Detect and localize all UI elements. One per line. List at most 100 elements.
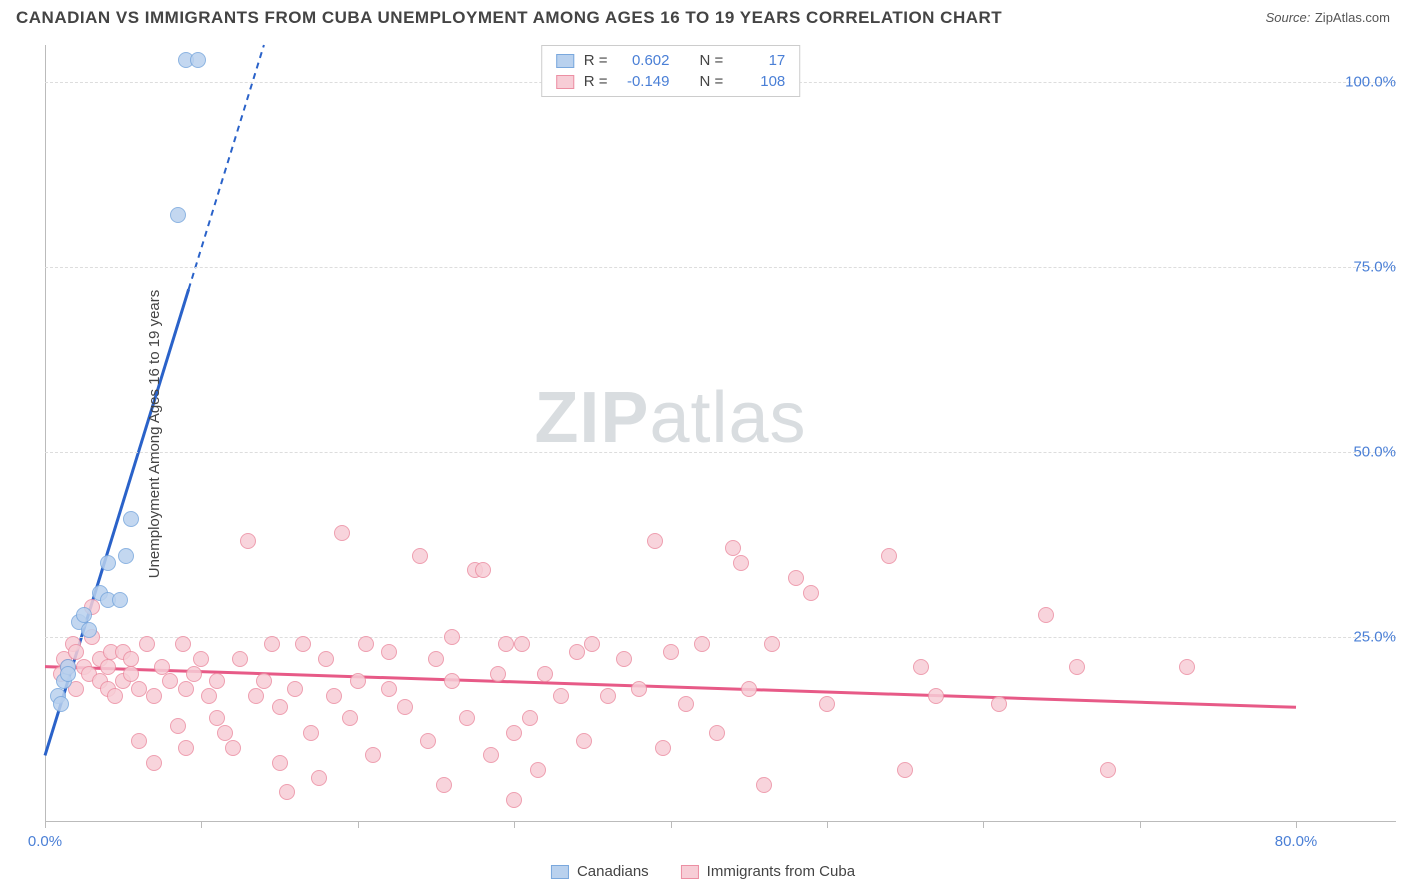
data-point: [647, 533, 663, 549]
data-point: [428, 651, 444, 667]
data-point: [112, 592, 128, 608]
data-point: [170, 207, 186, 223]
chart-title: CANADIAN VS IMMIGRANTS FROM CUBA UNEMPLO…: [16, 8, 1002, 28]
data-point: [756, 777, 772, 793]
data-point: [53, 696, 69, 712]
data-point: [576, 733, 592, 749]
bottom-legend: CanadiansImmigrants from Cuba: [551, 863, 855, 880]
data-point: [175, 636, 191, 652]
data-point: [631, 681, 647, 697]
data-point: [190, 52, 206, 68]
plot-area: 25.0%50.0%75.0%100.0%0.0%80.0%: [45, 45, 1296, 822]
data-point: [397, 699, 413, 715]
data-point: [100, 659, 116, 675]
data-point: [803, 585, 819, 601]
data-point: [600, 688, 616, 704]
data-point: [131, 733, 147, 749]
chart-area: ZIPatlas 25.0%50.0%75.0%100.0%0.0%80.0% …: [45, 45, 1296, 822]
legend-n-value: 17: [733, 52, 785, 69]
data-point: [522, 710, 538, 726]
data-point: [741, 681, 757, 697]
x-tick-label: 80.0%: [1275, 833, 1318, 850]
data-point: [1100, 762, 1116, 778]
data-point: [209, 673, 225, 689]
data-point: [60, 666, 76, 682]
data-point: [928, 688, 944, 704]
data-point: [475, 562, 491, 578]
data-point: [303, 725, 319, 741]
data-point: [225, 740, 241, 756]
data-point: [365, 747, 381, 763]
bottom-legend-item: Immigrants from Cuba: [681, 863, 855, 880]
data-point: [663, 644, 679, 660]
gridline: [45, 267, 1396, 268]
x-tick: [201, 822, 202, 828]
data-point: [123, 651, 139, 667]
data-point: [733, 555, 749, 571]
y-tick-label: 100.0%: [1306, 74, 1396, 91]
x-tick-label: 0.0%: [28, 833, 62, 850]
x-tick: [358, 822, 359, 828]
data-point: [178, 681, 194, 697]
data-point: [506, 725, 522, 741]
data-point: [358, 636, 374, 652]
data-point: [240, 533, 256, 549]
data-point: [616, 651, 632, 667]
data-point: [201, 688, 217, 704]
source-attribution: Source: ZipAtlas.com: [1266, 9, 1390, 27]
data-point: [178, 740, 194, 756]
source-label: Source:: [1266, 10, 1311, 25]
data-point: [170, 718, 186, 734]
y-tick-label: 25.0%: [1306, 629, 1396, 646]
data-point: [295, 636, 311, 652]
data-point: [100, 555, 116, 571]
data-point: [709, 725, 725, 741]
data-point: [788, 570, 804, 586]
data-point: [209, 710, 225, 726]
data-point: [248, 688, 264, 704]
x-tick: [983, 822, 984, 828]
data-point: [81, 622, 97, 638]
data-point: [123, 511, 139, 527]
x-tick: [1296, 822, 1297, 828]
data-point: [514, 636, 530, 652]
data-point: [381, 644, 397, 660]
x-tick: [45, 822, 46, 828]
data-point: [553, 688, 569, 704]
legend-swatch: [556, 54, 574, 68]
gridline: [45, 637, 1396, 638]
data-point: [154, 659, 170, 675]
legend-stats-box: R =0.602N =17R =-0.149N =108: [541, 45, 801, 97]
data-point: [350, 673, 366, 689]
y-tick-label: 50.0%: [1306, 444, 1396, 461]
data-point: [678, 696, 694, 712]
y-tick-label: 75.0%: [1306, 259, 1396, 276]
data-point: [193, 651, 209, 667]
data-point: [287, 681, 303, 697]
legend-stats-row: R =0.602N =17: [542, 50, 800, 71]
data-point: [232, 651, 248, 667]
data-point: [569, 644, 585, 660]
data-point: [764, 636, 780, 652]
data-point: [311, 770, 327, 786]
source-name: ZipAtlas.com: [1315, 10, 1390, 25]
gridline: [45, 452, 1396, 453]
data-point: [76, 607, 92, 623]
y-axis-title: Unemployment Among Ages 16 to 19 years: [146, 289, 163, 578]
data-point: [436, 777, 452, 793]
data-point: [897, 762, 913, 778]
data-point: [186, 666, 202, 682]
legend-swatch: [681, 865, 699, 879]
data-point: [264, 636, 280, 652]
data-point: [334, 525, 350, 541]
data-point: [655, 740, 671, 756]
legend-series-name: Immigrants from Cuba: [707, 863, 855, 880]
data-point: [819, 696, 835, 712]
data-point: [272, 755, 288, 771]
data-point: [913, 659, 929, 675]
data-point: [272, 699, 288, 715]
x-tick: [827, 822, 828, 828]
legend-swatch: [551, 865, 569, 879]
data-point: [725, 540, 741, 556]
data-point: [420, 733, 436, 749]
